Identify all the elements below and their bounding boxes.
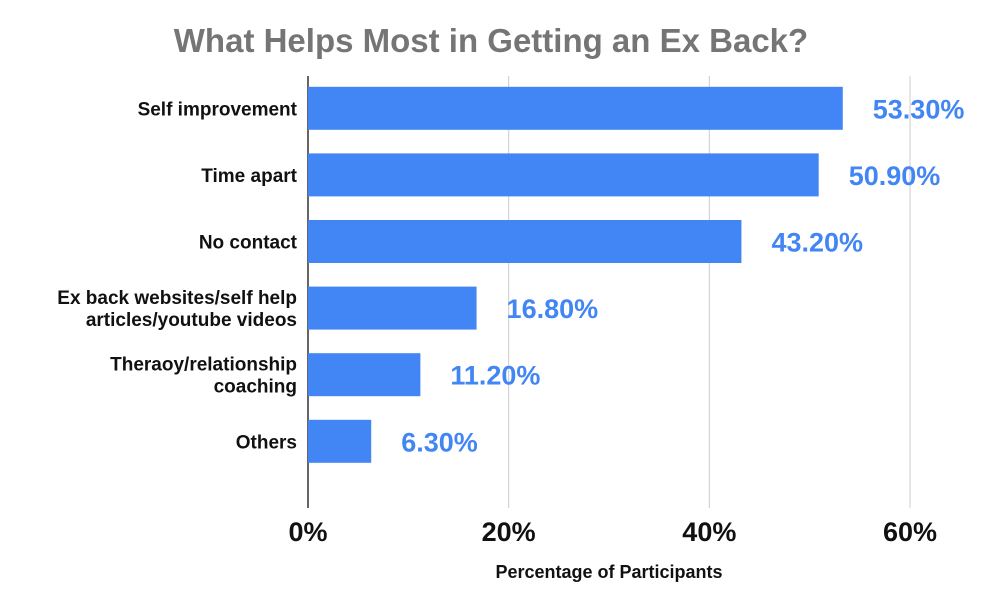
bar-5 [308, 419, 372, 463]
x-tick-label-1: 20% [482, 517, 536, 547]
bar-1 [308, 153, 819, 197]
bars [308, 86, 843, 463]
x-axis-title: Percentage of Participants [495, 562, 722, 582]
data-label-2: 43.20% [771, 228, 863, 258]
x-tick-label-0: 0% [288, 517, 327, 547]
category-labels: Self improvement Time apart No contact Ex b… [57, 99, 297, 453]
bar-0 [308, 86, 843, 130]
x-tick-label-3: 60% [883, 517, 937, 547]
category-label-0: Self improvement [138, 99, 298, 120]
category-label-2: No contact [199, 233, 298, 254]
category-label-3-line-0: Ex back websites/self help [57, 288, 297, 309]
category-label-1-line-0: Time apart [201, 166, 297, 187]
category-label-4-line-1: coaching [214, 377, 297, 398]
data-labels: 53.30% 50.90% 43.20% 16.80% 11.20% 6.30% [401, 94, 964, 457]
category-label-4-line-0: Theraoy/relationship [110, 355, 297, 376]
bar-4 [308, 353, 421, 397]
data-label-4: 11.20% [450, 361, 540, 391]
x-tick-label-2: 40% [682, 517, 736, 547]
bar-2 [308, 220, 742, 263]
category-label-5-line-0: Others [236, 432, 297, 453]
category-label-5: Others [236, 432, 297, 453]
data-label-3: 16.80% [507, 294, 599, 324]
x-tick-labels: 0% 20% 40% 60% [288, 517, 937, 547]
data-label-0: 53.30% [873, 94, 965, 124]
data-label-5: 6.30% [401, 427, 478, 457]
category-label-3-line-1: articles/youtube videos [86, 310, 297, 331]
category-label-4: Theraoy/relationship coaching [110, 355, 297, 398]
category-label-0-line-0: Self improvement [138, 99, 298, 120]
bar-3 [308, 286, 477, 330]
category-label-2-line-0: No contact [199, 233, 298, 254]
data-label-1: 50.90% [849, 161, 941, 191]
category-label-1: Time apart [201, 166, 297, 187]
chart-title: What Helps Most in Getting an Ex Back? [174, 22, 808, 59]
category-label-3: Ex back websites/self help articles/youtu… [57, 288, 297, 331]
